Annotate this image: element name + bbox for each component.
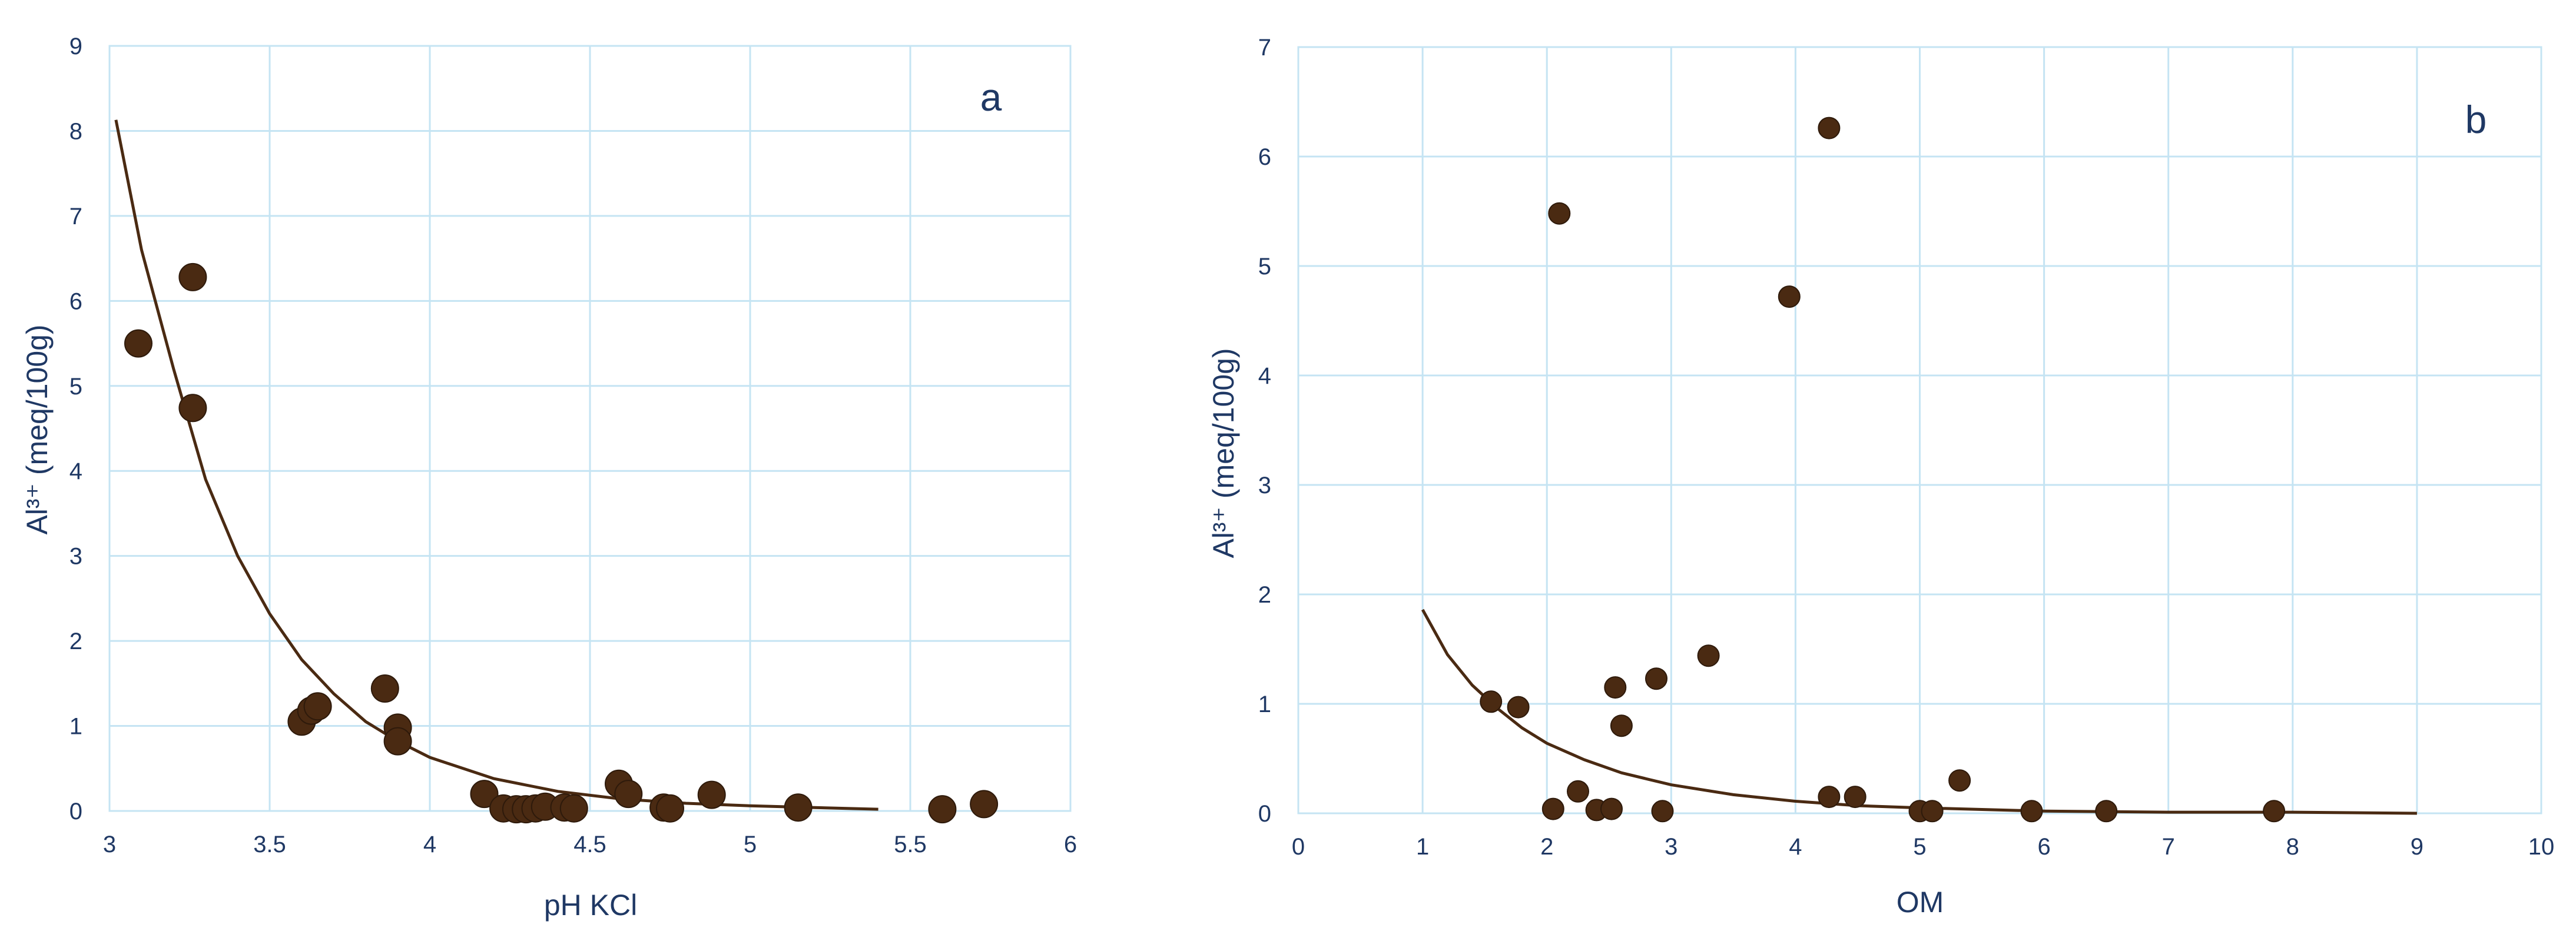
chart-a-data-point (470, 780, 499, 809)
chart-b-data-point (1645, 667, 1667, 690)
chart-a-y-tick-label: 5 (69, 374, 82, 400)
chart-a-data-point (970, 790, 999, 819)
chart-b-y-tick-label: 7 (1258, 35, 1271, 61)
chart-b-y-tick-label: 2 (1258, 582, 1271, 608)
chart-a: 3 3.5 4 4.5 5 5.5 6 0 1 2 3 4 5 6 7 8 9 pH KCl Al³⁺ (me… (21, 34, 1077, 922)
chart-b-points (1480, 117, 2286, 823)
chart-b-data-point (1818, 117, 1841, 139)
chart-a-y-tick-labels: 0 1 2 3 4 5 6 7 8 9 (69, 34, 82, 824)
chart-b-data-point (1697, 644, 1720, 667)
chart-a-y-tick-label: 3 (69, 544, 82, 570)
chart-b-y-tick-label: 6 (1258, 144, 1271, 170)
chart-b-x-tick-label: 0 (1292, 834, 1305, 860)
chart-a-x-tick-label: 6 (1064, 832, 1077, 857)
chart-a-y-tick-label: 0 (69, 799, 82, 824)
chart-b-data-point (1921, 800, 1944, 823)
chart-b-data-point (1567, 780, 1589, 803)
chart-b-x-tick-label: 9 (2411, 834, 2424, 860)
chart-b-x-tick-label: 2 (1540, 834, 1553, 860)
chart-a-data-point (178, 262, 207, 291)
chart-b-data-point (1600, 797, 1623, 820)
chart-a-data-point (614, 780, 643, 809)
chart-a-y-axis-title: Al³⁺ (meq/100g) (21, 324, 54, 534)
chart-b-y-tick-label: 3 (1258, 473, 1271, 498)
chart-a-data-point (928, 795, 957, 824)
chart-b-data-point (1610, 714, 1633, 737)
chart-b-y-tick-labels: 0 1 2 3 4 5 6 7 (1258, 35, 1271, 827)
chart-b-panel-label: b (2465, 98, 2487, 141)
chart-b-x-axis-title: OM (1897, 886, 1944, 919)
chart-b-y-tick-label: 1 (1258, 691, 1271, 717)
chart-a-x-axis-title: pH KCl (544, 889, 637, 922)
chart-b-data-point (1548, 202, 1571, 225)
chart-a-panel-label: a (980, 75, 1002, 119)
chart-a-plot-area (108, 45, 1072, 812)
chart-a-x-tick-label: 3 (103, 832, 116, 857)
chart-a-gridlines (108, 45, 1072, 812)
chart-b-data-point (2095, 800, 2118, 823)
chart-b-data-point (1651, 800, 1674, 823)
chart-a-trend-curve (114, 119, 878, 811)
chart-a-x-tick-labels: 3 3.5 4 4.5 5 5.5 6 (103, 832, 1077, 857)
chart-a-y-tick-label: 2 (69, 629, 82, 654)
chart-b-data-point (1844, 786, 1866, 809)
chart-a-x-tick-label: 3.5 (253, 832, 286, 857)
chart-b-y-tick-label: 4 (1258, 363, 1271, 389)
chart-b-data-point (1948, 769, 1971, 792)
chart-b-data-point (1541, 797, 1564, 820)
chart-a-data-point (656, 794, 684, 823)
chart-a-data-point (124, 329, 152, 358)
chart-a-data-point (303, 692, 332, 721)
chart-a-y-tick-label: 7 (69, 204, 82, 230)
chart-a-x-tick-label: 5.5 (894, 832, 927, 857)
chart-a-x-tick-label: 4 (423, 832, 436, 857)
chart-a-data-point (697, 780, 726, 809)
chart-b-data-point (2020, 800, 2043, 823)
chart-a-x-tick-label: 5 (744, 832, 757, 857)
chart-b-data-point (1507, 696, 1530, 719)
chart-a-data-point (559, 794, 588, 823)
chart-a-y-tick-label: 1 (69, 714, 82, 740)
chart-b-x-tick-labels: 0 1 2 3 4 5 6 7 8 9 10 (1292, 834, 2554, 860)
chart-b-x-tick-label: 7 (2162, 834, 2175, 860)
chart-b-y-axis-title: Al³⁺ (meq/100g) (1207, 348, 1240, 558)
chart-a-data-point (370, 674, 399, 703)
chart-a-data-point (784, 793, 813, 822)
chart-a-data-point (178, 394, 207, 423)
chart-a-y-tick-label: 6 (69, 288, 82, 314)
chart-b-x-tick-label: 8 (2286, 834, 2299, 860)
chart-b-x-tick-label: 4 (1789, 834, 1802, 860)
chart-b-x-tick-label: 3 (1665, 834, 1677, 860)
chart-b-data-point (1480, 690, 1503, 713)
chart-a-x-tick-label: 4.5 (573, 832, 606, 857)
chart-b-data-point (1604, 676, 1627, 699)
chart-b-x-tick-label: 6 (2037, 834, 2050, 860)
chart-b-x-tick-label: 1 (1416, 834, 1429, 860)
chart-a-y-tick-label: 8 (69, 118, 82, 144)
chart-b-y-tick-label: 0 (1258, 801, 1271, 827)
chart-b-x-tick-label: 5 (1913, 834, 1926, 860)
chart-a-y-tick-label: 4 (69, 458, 82, 484)
chart-a-y-tick-label: 9 (69, 34, 82, 59)
chart-b-data-point (1818, 786, 1841, 809)
chart-b-data-point (1778, 285, 1801, 308)
chart-a-data-point (383, 727, 412, 756)
chart-b-x-tick-label: 10 (2528, 834, 2555, 860)
chart-a-points (124, 262, 999, 824)
chart-b-data-point (2263, 800, 2286, 823)
chart-b: 0 1 2 3 4 5 6 7 8 9 10 0 1 2 3 4 5 6 7 OM Al³⁺ (meq/100g)… (1207, 35, 2554, 919)
chart-b-y-tick-label: 5 (1258, 254, 1271, 280)
